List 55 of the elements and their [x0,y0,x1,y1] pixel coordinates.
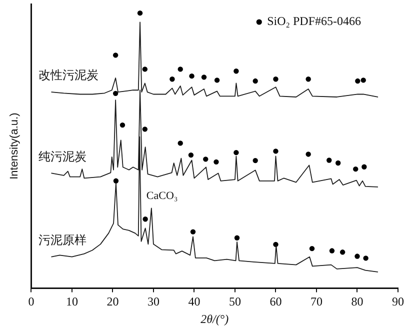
point [189,73,194,79]
series-label: 纯污泥炭 [38,149,87,164]
x-tick-label: 30 [147,294,160,309]
point [326,158,332,163]
legend-label: SiO₂ PDF#65-0466 [267,14,362,28]
point [354,254,360,259]
point [113,178,119,184]
point [355,78,360,84]
point [234,235,240,240]
point [360,78,366,83]
point [306,76,311,82]
series-label: 改性污泥炭 [38,68,99,82]
x-tick-label: 80 [351,294,364,309]
point [329,248,335,254]
point [201,74,207,80]
point [214,78,220,83]
point [137,10,143,16]
x-tick-label: 50 [228,294,241,309]
x-tick-label: 60 [270,294,282,309]
point [362,164,367,170]
x-tick-label: 20 [106,294,119,309]
point [178,66,183,72]
x-tick-label: 0 [28,294,34,309]
point [170,76,175,82]
point [178,140,183,146]
x-tick-label: 10 [66,294,78,309]
x-tick-label: 70 [310,294,322,309]
point [353,166,358,172]
y-axis-title: Intensity(a.u.) [8,112,21,180]
point [142,66,148,72]
point [188,152,194,158]
point [112,52,118,58]
point [142,126,148,132]
point [340,250,346,255]
point [234,150,239,156]
point [335,160,341,166]
point [214,159,219,165]
annotation: CaCO₃ [146,190,178,202]
point [252,158,258,164]
point [273,76,278,82]
x-axis-title: 2θ/(°) [200,312,229,326]
point [306,152,311,157]
point [120,122,126,128]
point [252,78,258,84]
point [112,90,118,96]
point [234,68,239,74]
point [273,148,278,154]
point [363,256,368,261]
series-label: 污泥原样 [38,232,87,247]
point [190,229,196,234]
x-tick-label: 90 [392,294,404,309]
point [203,156,208,162]
point [309,246,315,252]
point [142,216,148,222]
x-tick-label: 40 [188,294,200,309]
